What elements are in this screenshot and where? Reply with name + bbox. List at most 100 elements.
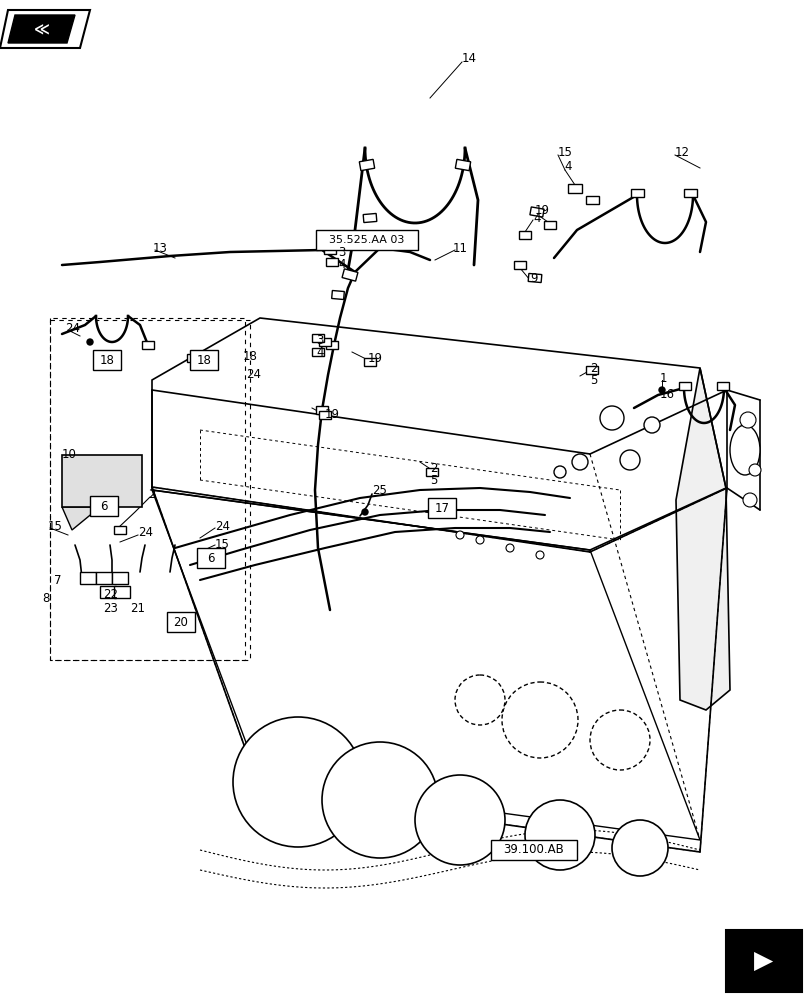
Text: 15: 15	[215, 538, 230, 550]
Bar	[325, 258, 337, 266]
Text: 16: 16	[659, 388, 674, 401]
Polygon shape	[0, 10, 90, 48]
Bar	[725, 930, 801, 992]
Text: 17: 17	[434, 502, 449, 514]
Bar	[90, 496, 118, 516]
Polygon shape	[676, 368, 729, 710]
Circle shape	[590, 710, 649, 770]
Text: 5: 5	[430, 474, 437, 487]
Bar	[187, 354, 199, 362]
Polygon shape	[62, 507, 100, 530]
Text: 18: 18	[242, 350, 258, 362]
Bar	[455, 159, 470, 171]
Bar	[62, 455, 142, 507]
Bar	[93, 350, 121, 370]
Circle shape	[643, 417, 659, 433]
Text: 35.525.AA 03: 35.525.AA 03	[329, 235, 404, 245]
Text: 4: 4	[337, 258, 345, 271]
Text: 22: 22	[103, 587, 118, 600]
Bar	[426, 468, 437, 476]
Circle shape	[553, 466, 565, 478]
Bar	[197, 548, 225, 568]
Bar	[684, 189, 697, 197]
Circle shape	[414, 775, 504, 865]
Circle shape	[233, 717, 363, 847]
Text: 2: 2	[590, 361, 597, 374]
Bar	[114, 586, 130, 598]
Text: 2: 2	[430, 462, 437, 475]
Circle shape	[454, 675, 504, 725]
Text: 12: 12	[674, 146, 689, 159]
Text: 23: 23	[103, 601, 118, 614]
Bar	[678, 382, 690, 390]
Text: 19: 19	[534, 204, 549, 217]
Bar	[363, 358, 375, 366]
Polygon shape	[8, 15, 75, 43]
Text: 13: 13	[152, 241, 168, 254]
Bar	[543, 221, 556, 229]
Text: 4: 4	[315, 346, 323, 359]
Bar	[315, 406, 328, 414]
Text: 24: 24	[215, 520, 230, 534]
Text: 19: 19	[367, 352, 383, 364]
Bar	[359, 159, 374, 171]
Bar	[325, 341, 337, 349]
Text: 8: 8	[42, 591, 49, 604]
Bar	[363, 213, 376, 223]
Circle shape	[456, 531, 463, 539]
Text: 18: 18	[100, 354, 114, 366]
Bar	[114, 526, 126, 534]
Bar	[112, 572, 128, 584]
Text: ≪: ≪	[34, 23, 50, 38]
Circle shape	[475, 536, 483, 544]
Bar	[167, 612, 195, 632]
Text: 24: 24	[246, 368, 260, 381]
Bar	[311, 348, 324, 356]
Text: 18: 18	[196, 354, 211, 366]
Bar	[513, 261, 526, 269]
Circle shape	[599, 406, 623, 430]
Text: 25: 25	[371, 484, 386, 496]
Text: 14: 14	[461, 52, 476, 65]
Text: 9: 9	[530, 271, 537, 284]
Text: 20: 20	[174, 615, 188, 629]
Bar	[319, 338, 331, 346]
Text: 7: 7	[54, 574, 62, 586]
Bar	[527, 273, 541, 283]
Circle shape	[322, 742, 437, 858]
Bar	[100, 586, 116, 598]
Bar	[491, 840, 577, 860]
Text: 4: 4	[564, 160, 571, 173]
Text: 6: 6	[100, 499, 108, 512]
Bar	[586, 366, 597, 374]
Bar	[324, 246, 336, 254]
Bar	[427, 498, 456, 518]
Text: 39.100.AB: 39.100.AB	[503, 843, 564, 856]
Text: 24: 24	[138, 526, 152, 540]
Text: 15: 15	[48, 520, 62, 534]
Circle shape	[620, 450, 639, 470]
Text: 24: 24	[65, 322, 80, 334]
Text: 4: 4	[532, 212, 540, 225]
Circle shape	[525, 800, 594, 870]
Circle shape	[501, 682, 577, 758]
Circle shape	[739, 412, 755, 428]
Bar	[315, 230, 418, 250]
Bar	[311, 334, 324, 342]
Bar	[331, 290, 344, 300]
Bar	[341, 269, 358, 281]
Text: 15: 15	[557, 146, 573, 159]
Circle shape	[362, 509, 367, 515]
Circle shape	[659, 387, 664, 393]
Circle shape	[535, 551, 543, 559]
Bar	[319, 411, 331, 419]
Text: 11: 11	[453, 241, 467, 254]
Bar	[518, 231, 530, 239]
Bar	[190, 350, 217, 370]
Bar	[142, 341, 154, 349]
Text: 19: 19	[324, 408, 340, 422]
Circle shape	[87, 339, 93, 345]
Bar	[568, 184, 581, 193]
Text: 2: 2	[148, 488, 156, 502]
Bar	[96, 572, 112, 584]
